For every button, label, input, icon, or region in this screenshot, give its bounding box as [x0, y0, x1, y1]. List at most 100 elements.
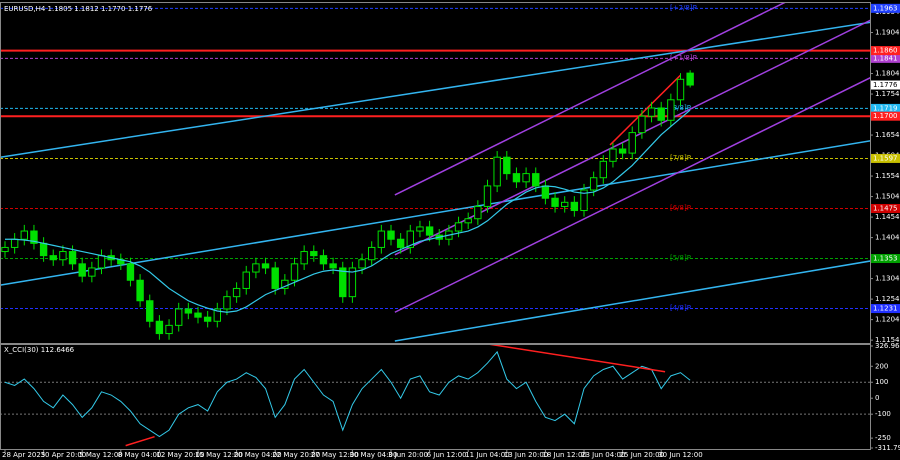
candle-body: [136, 279, 144, 302]
x-tick-label: 27 May 12:00: [311, 451, 359, 459]
candle-body: [541, 185, 550, 199]
y-tick-label: 200: [875, 362, 888, 370]
y-tick-label: -250: [875, 434, 891, 442]
candle-body: [59, 251, 67, 261]
candle-body: [1, 246, 9, 253]
candle-body: [155, 320, 164, 335]
price-label: 1.1597: [873, 154, 898, 162]
candle-body: [512, 173, 521, 183]
price-label: 1.1353: [873, 255, 898, 263]
x-tick-label: 30 Jun 12:00: [658, 451, 702, 459]
candle-body: [126, 263, 135, 281]
candle-body: [175, 308, 183, 326]
price-label-box: [871, 203, 900, 213]
x-tick-label: 13 Jun 20:00: [504, 451, 548, 459]
price-label-box: [871, 254, 900, 264]
candle-body: [78, 263, 86, 277]
x-tick-label: 30 May 04:00: [349, 451, 397, 459]
candle-body: [618, 148, 627, 154]
x-tick-label: 18 Jun 12:00: [542, 451, 586, 459]
candle-body: [242, 271, 250, 289]
murrey-label: [5/8]P: [670, 254, 691, 262]
candle-body: [464, 218, 472, 224]
candle-body: [232, 287, 241, 298]
y-tick-label: -311.798: [875, 444, 900, 452]
candle-body: [319, 255, 328, 265]
candle-body: [667, 99, 675, 121]
indicator-title: X_CCI(30) 112.6466: [4, 346, 75, 354]
trend-line: [394, 3, 786, 196]
price-label: 1.1841: [873, 54, 898, 62]
candle-body: [203, 316, 212, 322]
trend-line: [125, 435, 155, 447]
candle-body: [223, 296, 231, 310]
candle-body: [68, 251, 77, 265]
trend-line: [489, 345, 666, 373]
price-label-box: [871, 46, 900, 56]
y-tick-label: 1.1554: [875, 172, 900, 180]
moving-average: [5, 109, 691, 313]
candle-body: [146, 300, 154, 322]
candle-body: [493, 156, 501, 187]
price-frame: [0, 2, 871, 344]
price-label: 1.1700: [873, 112, 898, 120]
cci-line: [4, 350, 691, 438]
x-tick-label: 30 Apr 20:00: [41, 451, 87, 459]
y-tick-label: 0: [875, 394, 879, 402]
y-tick-label: 1.1404: [875, 234, 900, 242]
candle-body: [522, 173, 530, 183]
cci-panel: [0, 345, 870, 447]
y-tick-label: 1.1204: [875, 316, 900, 324]
price-label: 1.1231: [873, 305, 898, 313]
candle-body: [532, 173, 540, 187]
candle-body: [213, 308, 222, 322]
candle-body: [474, 205, 482, 220]
trend-line: [0, 140, 870, 286]
candle-body: [368, 246, 376, 261]
x-tick-label: 28 Apr 2025: [2, 451, 45, 459]
candle-body: [261, 263, 270, 269]
candle-body: [194, 312, 202, 318]
candle-body: [377, 230, 386, 248]
trend-line: [0, 21, 870, 158]
candle-body: [300, 251, 308, 265]
candle-body: [49, 255, 57, 261]
price-label-box: [871, 304, 900, 314]
candle-body: [406, 230, 415, 248]
price-label: 1.1776: [873, 81, 898, 89]
price-label-box: [871, 153, 900, 163]
candle-body: [20, 230, 29, 240]
y-tick-label: 1.1804: [875, 70, 900, 78]
price-label-box: [871, 103, 900, 113]
candle-body: [416, 226, 424, 232]
cci-frame: [0, 344, 871, 450]
y-tick-label: 100: [875, 378, 888, 386]
candle-body: [252, 263, 260, 273]
price-label: 1.1860: [873, 47, 898, 55]
candle-body: [271, 267, 279, 289]
candle-body: [599, 160, 607, 179]
candle-body: [628, 132, 636, 154]
y-tick-label: 1.1754: [875, 90, 900, 98]
x-tick-label: 8 May 04:00: [118, 451, 162, 459]
candle-body: [425, 226, 434, 236]
candle-body: [310, 251, 318, 257]
candle-body: [483, 185, 492, 207]
y-tick-label: 1.1454: [875, 213, 900, 221]
candle-body: [647, 107, 656, 117]
candle-body: [10, 238, 19, 248]
y-tick-label: 326.9647: [875, 342, 900, 350]
price-label: 1.1963: [873, 4, 898, 12]
y-tick-label: -100: [875, 410, 891, 418]
x-tick-label: 11 Jun 04:00: [465, 451, 509, 459]
candle-body: [165, 324, 173, 335]
price-label: 1.1719: [873, 104, 898, 112]
murrey-label: [7/8]P: [670, 154, 691, 162]
trend-line: [394, 260, 870, 342]
candle-body: [454, 222, 463, 232]
candle-body: [184, 308, 193, 314]
x-tick-label: 6 Jun 12:00: [427, 451, 467, 459]
x-tick-label: 3 Jun 20:00: [388, 451, 428, 459]
